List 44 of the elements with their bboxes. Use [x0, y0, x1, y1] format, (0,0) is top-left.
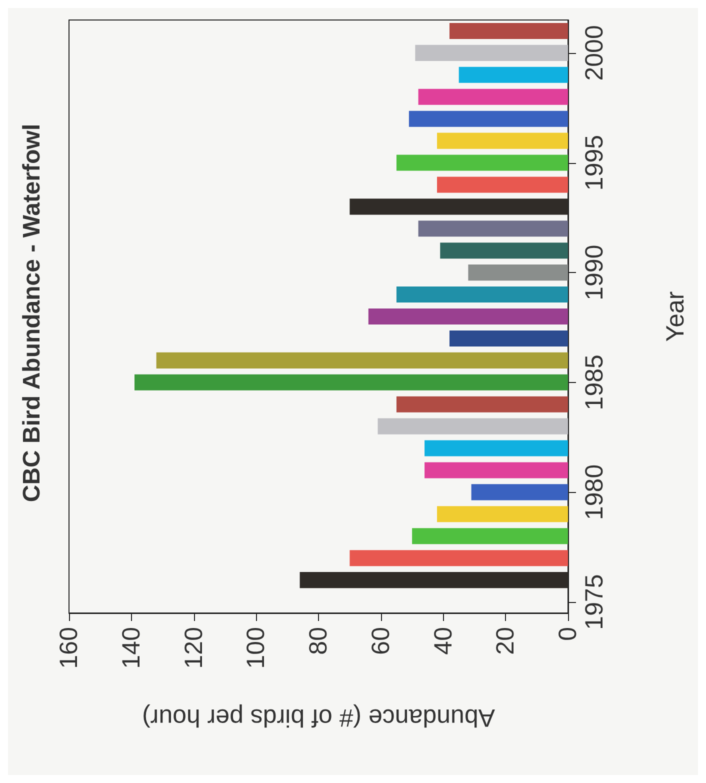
y-tick-label: 1975	[580, 574, 608, 630]
bar	[468, 264, 568, 281]
x-tick-label: 140	[117, 627, 146, 669]
text: CBC Bird Abundance - Waterfowl	[18, 124, 46, 502]
bar	[134, 374, 568, 390]
y-axis-title: Year	[662, 291, 690, 342]
bar	[449, 22, 568, 39]
x-tick-label: 80	[304, 627, 332, 655]
bar	[437, 176, 568, 193]
bar	[437, 132, 568, 149]
bar	[350, 198, 568, 215]
y-tick-label: 2000	[580, 25, 608, 81]
bar	[437, 506, 568, 522]
x-tick-label: 40	[429, 627, 458, 655]
bar	[300, 572, 568, 588]
y-tick-label: 1995	[580, 134, 608, 191]
x-tick-label: 120	[180, 627, 208, 669]
x-tick-label: 60	[366, 627, 395, 655]
bar	[368, 308, 568, 325]
bar	[350, 550, 568, 566]
bar	[396, 286, 568, 303]
bar	[396, 396, 568, 412]
bar	[458, 66, 568, 83]
y-tick-label: 1980	[580, 464, 608, 520]
bar	[378, 418, 568, 434]
y-tick-label: 1990	[580, 244, 608, 300]
bar	[156, 352, 568, 368]
bar	[440, 242, 568, 259]
bar	[418, 88, 568, 105]
bar	[396, 154, 568, 171]
bar	[424, 462, 568, 478]
bar	[449, 330, 568, 346]
x-axis-title: Abundance (# of birds per hour)	[142, 704, 495, 732]
x-tick-label: 160	[55, 627, 83, 669]
bar	[424, 440, 568, 456]
x-tick-label: 0	[554, 627, 582, 641]
bar	[412, 528, 568, 544]
bar	[408, 110, 568, 127]
bar	[418, 220, 568, 237]
x-tick-label: 100	[242, 627, 270, 669]
x-tick-label: 20	[492, 627, 520, 655]
bar	[471, 484, 568, 500]
y-tick-label: 1985	[580, 354, 608, 410]
bar	[415, 44, 568, 61]
